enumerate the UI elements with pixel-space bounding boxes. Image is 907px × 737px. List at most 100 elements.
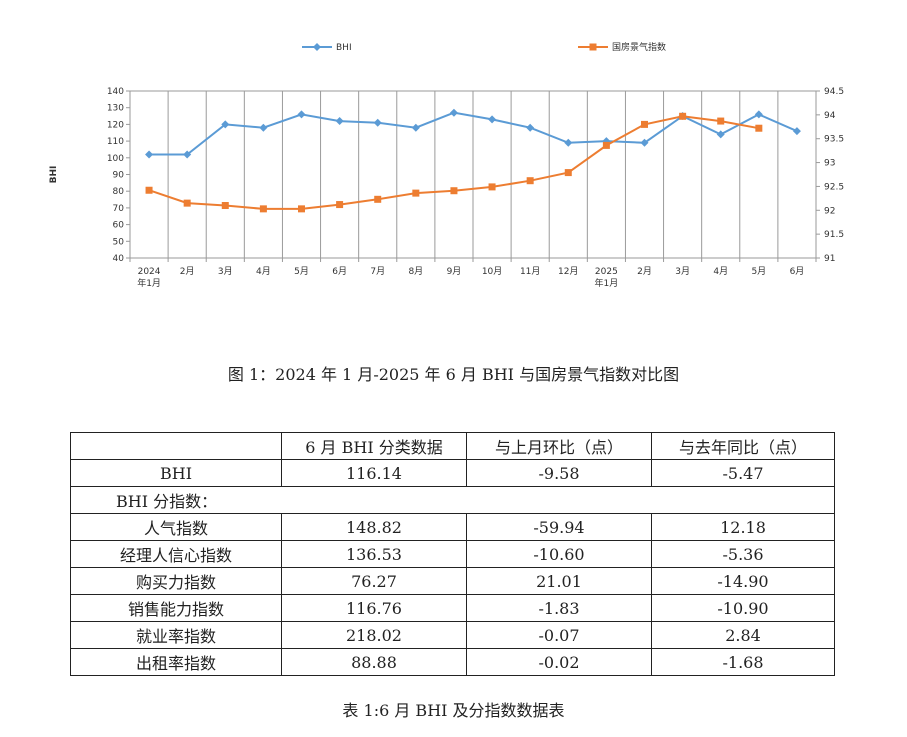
table-row: 出租率指数 88.88 -0.02 -1.68 xyxy=(70,648,835,676)
data-point-guofang xyxy=(641,120,648,128)
data-point-bhi xyxy=(716,130,725,139)
y-tick-label: 100 xyxy=(107,154,124,164)
x-tick-label: 2025 年1月 xyxy=(595,267,619,289)
y-axis-title: BHI xyxy=(49,166,59,184)
y2-tick-label: 91 xyxy=(824,254,835,264)
table-cell: 136.53 xyxy=(281,540,467,568)
x-tick-label: 5月 xyxy=(751,266,766,277)
table-cell: -10.90 xyxy=(651,594,835,622)
table-cell: -5.47 xyxy=(651,459,835,487)
data-point-guofang xyxy=(145,186,153,194)
figure-caption: 图 1：2024 年 1 月-2025 年 6 月 BHI 与国房景气指数对比图 xyxy=(227,365,680,384)
table-row: 购买力指数 76.27 21.01 -14.90 xyxy=(70,567,835,595)
row-label: 销售能力指数 xyxy=(70,594,282,622)
series-line-guofang xyxy=(148,115,759,210)
row-label: 购买力指数 xyxy=(70,567,282,595)
header-cell: 6 月 BHI 分类数据 xyxy=(281,432,467,460)
data-point-guofang xyxy=(298,205,305,213)
y2-tick-label: 94.5 xyxy=(824,87,844,97)
table-cell: -10.60 xyxy=(466,540,652,568)
table-row: 销售能力指数 116.76 -1.83 -10.90 xyxy=(70,594,835,622)
data-point-bhi xyxy=(297,110,306,119)
table-row: 就业率指数 218.02 -0.07 2.84 xyxy=(70,621,835,649)
x-tick-label: 2月 xyxy=(637,266,652,277)
y2-tick-label: 91.5 xyxy=(824,230,844,240)
x-tick-label: 4月 xyxy=(713,266,728,277)
data-point-bhi xyxy=(564,138,573,147)
table-row-bhi: BHI 116.14 -9.58 -5.47 xyxy=(70,459,835,487)
table-cell: -5.36 xyxy=(651,540,835,568)
x-tick-label: 12月 xyxy=(558,266,578,277)
data-point-guofang xyxy=(374,195,382,203)
x-tick-label: 3月 xyxy=(218,266,233,277)
table-caption: 表 1:6 月 BHI 及分指数数据表 xyxy=(342,701,565,720)
row-label: 经理人信心指数 xyxy=(70,540,282,568)
data-point-bhi xyxy=(640,138,649,147)
x-tick-label: 6月 xyxy=(332,266,347,277)
data-point-guofang xyxy=(755,124,763,132)
legend-label: BHI xyxy=(336,43,352,53)
data-point-guofang xyxy=(183,199,191,207)
y-tick-label: 140 xyxy=(107,87,124,97)
y-tick-label: 60 xyxy=(113,221,125,231)
data-point-guofang xyxy=(412,189,420,197)
data-point-guofang xyxy=(488,183,496,191)
x-tick-label: 6月 xyxy=(790,266,805,277)
table-cell: -9.58 xyxy=(466,459,652,487)
series-line-bhi xyxy=(149,111,798,156)
data-point-guofang xyxy=(526,177,534,185)
line-chart: 40 50 60 70 80 90 100 110 120 130 140 91 91.5 92 92.5 9… xyxy=(49,41,844,289)
data-point-bhi xyxy=(526,123,535,132)
data-point-bhi xyxy=(145,150,154,159)
legend-marker xyxy=(313,43,321,51)
table-cell: -1.83 xyxy=(466,594,652,622)
table-cell: 218.02 xyxy=(281,621,467,649)
data-point-guofang xyxy=(221,202,229,210)
x-tick-label: 3月 xyxy=(675,266,690,277)
y2-tick-label: 94 xyxy=(824,111,836,121)
bhi-data-table: 6 月 BHI 分类数据 与上月环比（点） 与去年同比（点） BHI 116.1… xyxy=(70,432,835,676)
x-tick-label: 7月 xyxy=(370,266,385,277)
x-tick-label: 11月 xyxy=(520,266,540,277)
data-point-guofang xyxy=(679,112,687,120)
row-label: BHI xyxy=(70,459,282,487)
table-section-row: BHI 分指数： xyxy=(70,486,835,514)
x-tick-label: 10月 xyxy=(482,266,502,277)
x-tick-label: 9月 xyxy=(447,266,462,277)
table-cell: -0.02 xyxy=(466,648,652,676)
section-label: BHI 分指数： xyxy=(70,486,835,514)
table-cell: 116.14 xyxy=(281,459,467,487)
table-cell: 88.88 xyxy=(281,648,467,676)
y-tick-label: 80 xyxy=(113,187,125,197)
legend-marker xyxy=(589,43,597,51)
data-point-bhi xyxy=(792,127,801,136)
data-point-bhi xyxy=(449,108,458,117)
y2-tick-label: 92 xyxy=(824,206,835,216)
x-tick-label: 5月 xyxy=(294,266,309,277)
header-cell: 与上月环比（点） xyxy=(466,432,652,460)
data-point-guofang xyxy=(717,117,725,125)
data-point-bhi xyxy=(335,117,344,126)
table-cell: 116.76 xyxy=(281,594,467,622)
header-cell: 与去年同比（点） xyxy=(651,432,835,460)
data-point-guofang xyxy=(450,187,458,195)
y-tick-label: 90 xyxy=(113,171,125,181)
legend-label: 国房景气指数 xyxy=(612,41,666,53)
table-cell: 76.27 xyxy=(281,567,467,595)
data-point-guofang xyxy=(336,201,344,209)
table-cell: 21.01 xyxy=(466,567,652,595)
row-label: 人气指数 xyxy=(70,513,282,541)
row-label: 出租率指数 xyxy=(70,648,282,676)
y2-tick-label: 92.5 xyxy=(824,182,844,192)
data-point-bhi xyxy=(754,110,763,119)
header-cell xyxy=(70,432,282,460)
data-point-bhi xyxy=(373,118,382,127)
table-cell: 148.82 xyxy=(281,513,467,541)
y-tick-label: 40 xyxy=(113,254,125,264)
data-point-guofang xyxy=(564,169,572,177)
x-tick-label: 4月 xyxy=(256,266,271,277)
table-cell: 12.18 xyxy=(651,513,835,541)
x-tick-label: 2月 xyxy=(180,266,195,277)
data-point-guofang xyxy=(259,205,267,213)
table-header-row: 6 月 BHI 分类数据 与上月环比（点） 与去年同比（点） xyxy=(70,432,835,460)
